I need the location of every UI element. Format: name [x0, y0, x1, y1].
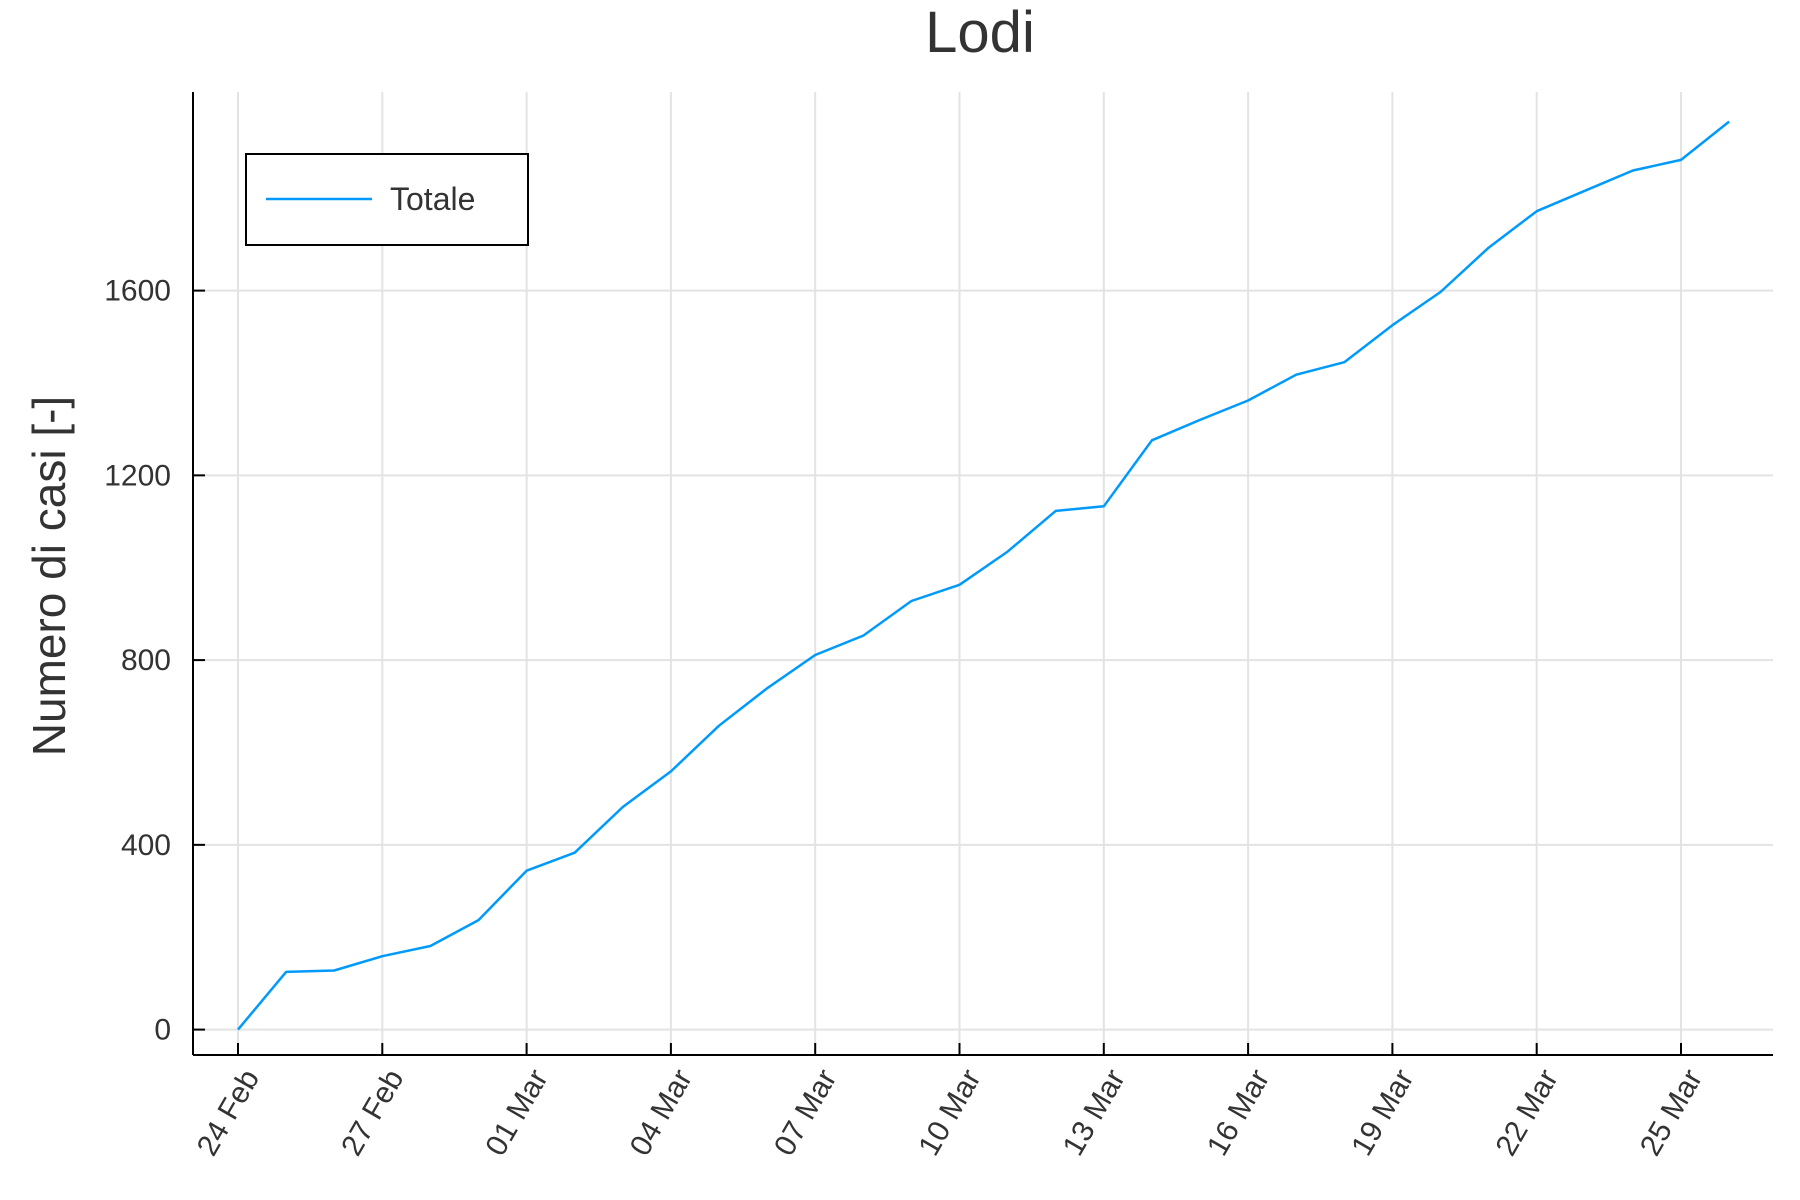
x-tick-label-10: 25 Mar: [1634, 1064, 1709, 1161]
x-tick-label-0: 24 Feb: [191, 1064, 266, 1161]
y-tick-label-0: 0: [154, 1014, 171, 1047]
series-layer: [237, 120, 1730, 1031]
axes: [192, 92, 1773, 1056]
y-tick-label-2: 800: [121, 644, 171, 677]
y-tick-label-3: 1200: [104, 459, 171, 492]
x-tick-label-5: 10 Mar: [912, 1064, 987, 1161]
x-tick-label-3: 04 Mar: [624, 1064, 699, 1161]
tick-labels: 0 400 800 1200 1600 24 Feb 27 Feb 01 Mar 04 Mar 0…: [104, 275, 1709, 1162]
x-tick-label-4: 07 Mar: [768, 1064, 843, 1161]
series-line-totale: [237, 120, 1730, 1031]
legend: Totale: [245, 153, 529, 246]
grid-lines: [193, 92, 1773, 1055]
x-tick-label-1: 27 Feb: [335, 1064, 410, 1161]
x-tick-label-6: 13 Mar: [1057, 1064, 1132, 1161]
x-tick-label-7: 16 Mar: [1201, 1064, 1276, 1161]
chart-title: Lodi: [925, 0, 1035, 65]
y-tick-label-4: 1600: [104, 275, 171, 308]
y-axis-label: Numero di casi [-]: [23, 396, 75, 756]
y-tick-label-1: 400: [121, 829, 171, 862]
x-tick-label-8: 19 Mar: [1345, 1064, 1420, 1161]
legend-entry-totale: Totale: [390, 181, 475, 217]
x-tick-label-9: 22 Mar: [1489, 1064, 1564, 1161]
x-tick-label-2: 01 Mar: [479, 1064, 554, 1161]
